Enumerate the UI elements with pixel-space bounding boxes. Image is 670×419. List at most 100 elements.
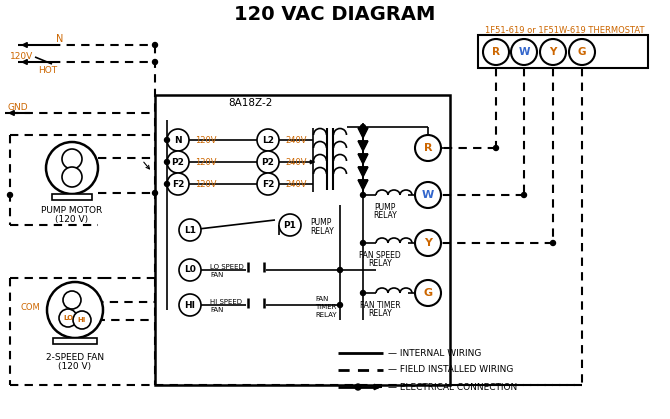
Circle shape (338, 267, 342, 272)
Text: L2: L2 (262, 135, 274, 145)
Text: FAN SPEED: FAN SPEED (359, 251, 401, 259)
Text: 120V: 120V (10, 52, 34, 60)
Circle shape (63, 291, 81, 309)
Bar (53, 338, 97, 344)
Text: 240V: 240V (285, 135, 306, 145)
Circle shape (62, 167, 82, 187)
Text: LO: LO (63, 315, 73, 321)
Text: 2-SPEED FAN: 2-SPEED FAN (46, 354, 104, 362)
Circle shape (167, 129, 189, 151)
Circle shape (360, 192, 366, 197)
Text: HI: HI (184, 300, 196, 310)
Circle shape (179, 259, 201, 281)
Circle shape (415, 135, 441, 161)
Polygon shape (358, 180, 368, 190)
Text: P1: P1 (283, 220, 296, 230)
Text: RELAY: RELAY (310, 227, 334, 235)
Text: R: R (492, 47, 500, 57)
Circle shape (7, 192, 13, 197)
Text: 120V: 120V (195, 135, 216, 145)
Circle shape (179, 219, 201, 241)
Text: G: G (423, 288, 433, 298)
Text: — INTERNAL WIRING: — INTERNAL WIRING (388, 349, 481, 357)
Circle shape (179, 294, 201, 316)
Circle shape (257, 151, 279, 173)
Circle shape (165, 181, 170, 186)
Circle shape (165, 160, 170, 165)
Text: Y: Y (549, 47, 557, 57)
Circle shape (483, 39, 509, 65)
Circle shape (569, 39, 595, 65)
Text: — ELECTRICAL CONNECTION: — ELECTRICAL CONNECTION (388, 383, 517, 391)
Circle shape (360, 290, 366, 295)
Text: L0: L0 (184, 266, 196, 274)
Text: PUMP: PUMP (375, 202, 396, 212)
Text: F2: F2 (172, 179, 184, 189)
Text: RELAY: RELAY (315, 312, 336, 318)
Polygon shape (358, 154, 368, 164)
Circle shape (153, 59, 157, 65)
Polygon shape (358, 141, 368, 151)
Text: 240V: 240V (285, 158, 306, 166)
Circle shape (415, 230, 441, 256)
Text: TIMER: TIMER (315, 304, 336, 310)
Circle shape (46, 142, 98, 194)
Text: G: G (578, 47, 586, 57)
Text: F2: F2 (262, 179, 274, 189)
Text: N: N (56, 34, 64, 44)
Text: PUMP MOTOR: PUMP MOTOR (42, 205, 103, 215)
Circle shape (153, 191, 157, 196)
Circle shape (511, 39, 537, 65)
Text: 120V: 120V (195, 158, 216, 166)
Circle shape (47, 282, 103, 338)
Bar (52, 194, 92, 200)
Text: (120 V): (120 V) (56, 215, 88, 223)
Bar (155, 95, 450, 385)
Circle shape (360, 124, 366, 129)
Text: RELAY: RELAY (368, 308, 392, 318)
Circle shape (165, 137, 170, 142)
Circle shape (360, 241, 366, 246)
Circle shape (167, 173, 189, 195)
Circle shape (540, 39, 566, 65)
Circle shape (257, 173, 279, 195)
Text: RELAY: RELAY (368, 259, 392, 267)
Circle shape (415, 182, 441, 208)
Circle shape (521, 192, 527, 197)
Text: FAN: FAN (210, 307, 223, 313)
Polygon shape (358, 167, 368, 177)
Text: — FIELD INSTALLED WIRING: — FIELD INSTALLED WIRING (388, 365, 513, 375)
Circle shape (73, 311, 91, 329)
Text: HI: HI (78, 317, 86, 323)
Text: HOT: HOT (38, 65, 57, 75)
Circle shape (153, 42, 157, 47)
Text: W: W (519, 47, 530, 57)
Text: PUMP: PUMP (310, 217, 332, 227)
Text: COM: COM (20, 303, 40, 311)
Text: Y: Y (424, 238, 432, 248)
Text: FAN: FAN (315, 296, 328, 302)
Text: 240V: 240V (285, 179, 306, 189)
Text: FAN: FAN (210, 272, 223, 278)
Circle shape (257, 129, 279, 151)
Circle shape (494, 145, 498, 150)
Text: RELAY: RELAY (373, 210, 397, 220)
Circle shape (415, 280, 441, 306)
Circle shape (355, 384, 361, 390)
Bar (478, 35, 648, 68)
Text: GND: GND (8, 103, 29, 111)
Text: 120 VAC DIAGRAM: 120 VAC DIAGRAM (234, 5, 436, 23)
Text: P2: P2 (172, 158, 184, 166)
Text: FAN TIMER: FAN TIMER (360, 300, 400, 310)
Polygon shape (358, 128, 368, 138)
Text: 8A18Z-2: 8A18Z-2 (228, 98, 272, 108)
Text: W: W (422, 190, 434, 200)
Circle shape (338, 303, 342, 308)
Text: 120V: 120V (195, 179, 216, 189)
Text: N: N (174, 135, 182, 145)
Circle shape (279, 214, 301, 236)
Text: 1F51-619 or 1F51W-619 THERMOSTAT: 1F51-619 or 1F51W-619 THERMOSTAT (485, 26, 645, 34)
Text: P2: P2 (261, 158, 275, 166)
Circle shape (167, 151, 189, 173)
Text: L1: L1 (184, 225, 196, 235)
